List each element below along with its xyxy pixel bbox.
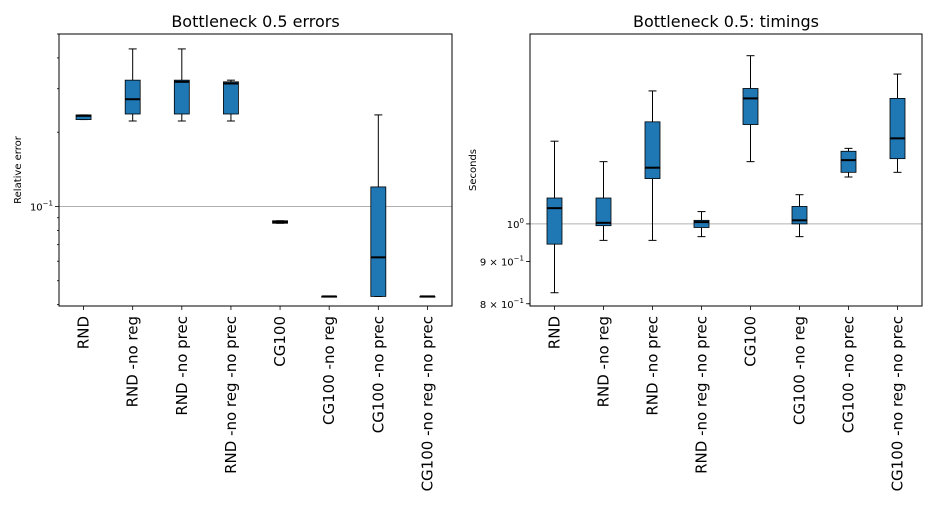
x-tick-label: CG100 -no reg (791, 316, 809, 425)
box-body (742, 88, 759, 125)
box-body (644, 121, 661, 179)
box-body (223, 81, 239, 115)
box-body (173, 79, 190, 115)
x-tick-label: RND -no reg (124, 316, 142, 407)
y-tick-label-base: 8 × 10 (480, 300, 514, 311)
y-tick-label-exponent: −1 (514, 297, 524, 305)
y-axis-label: Seconds (468, 149, 479, 191)
chart-title: Bottleneck 0.5 errors (171, 12, 339, 31)
box-1 (595, 161, 612, 241)
box-body (595, 197, 612, 227)
box-body (370, 186, 387, 297)
box-4 (742, 55, 759, 163)
box-body (693, 219, 710, 228)
box-2 (644, 90, 661, 241)
chart-title: Bottleneck 0.5: timings (633, 12, 819, 31)
box-7 (889, 73, 906, 173)
y-tick-label-base: 10 (30, 202, 43, 213)
y-tick-label: 10−1 (30, 199, 53, 213)
box-7 (419, 295, 436, 298)
box-3 (223, 79, 239, 122)
x-tick-label: RND (75, 316, 93, 349)
x-tick-label: RND -no prec (644, 316, 662, 416)
box-0 (546, 140, 563, 294)
box-1 (124, 48, 141, 122)
box-body (889, 98, 906, 160)
x-tick-label: CG100 (742, 316, 760, 367)
x-tick-label: CG100 -no prec (840, 316, 858, 433)
x-tick-label: RND -no reg (595, 316, 613, 407)
y-tick-label-exponent: −1 (514, 255, 524, 263)
x-tick-label: CG100 (271, 316, 289, 367)
y-axis-label: Relative error (13, 135, 24, 204)
box-5 (321, 295, 338, 298)
y-tick-label-exponent: 0 (520, 217, 524, 225)
x-tick-label: CG100 -no prec (369, 316, 387, 433)
x-tick-label: RND -no reg -no prec (222, 316, 240, 474)
x-tick-label: RND (546, 316, 564, 349)
x-tick-label: CG100 -no reg -no prec (889, 316, 907, 491)
box-body (546, 197, 563, 245)
y-tick-label: 9 × 10−1 (480, 255, 524, 269)
box-2 (173, 48, 190, 122)
plot-frame (529, 33, 923, 307)
x-tick-label: RND -no prec (173, 316, 191, 416)
plot-frame (58, 33, 453, 307)
box-3 (693, 211, 710, 238)
box-0 (75, 114, 92, 121)
box-6 (840, 147, 857, 178)
x-tick-label: CG100 -no reg (320, 316, 338, 425)
y-tick-label: 100 (507, 217, 524, 231)
y-tick-label-exponent: −1 (43, 199, 53, 207)
box-6 (370, 114, 387, 297)
x-tick-label: CG100 -no reg -no prec (418, 316, 436, 491)
y-tick-label-base: 9 × 10 (480, 258, 514, 269)
box-5 (791, 194, 808, 238)
box-4 (272, 220, 288, 224)
y-tick-label-base: 10 (507, 220, 520, 231)
box-body (124, 79, 141, 115)
y-tick-label: 8 × 10−1 (480, 297, 524, 311)
chart-panel-errors: Bottleneck 0.5 errors Relative error 10−1 R… (13, 12, 453, 491)
x-tick-label: RND -no reg -no prec (693, 316, 711, 474)
box-body (840, 150, 857, 173)
